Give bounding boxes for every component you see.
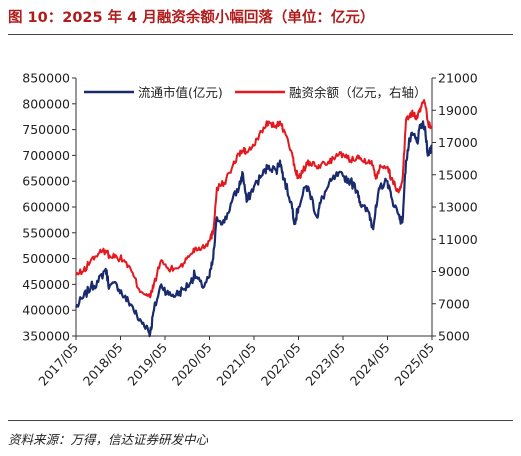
x-tick-label: 2024/05 <box>347 340 393 389</box>
y-left-tick-label: 450000 <box>22 277 70 292</box>
y-right-tick-label: 7000 <box>438 296 470 311</box>
x-tick-label: 2022/05 <box>258 340 304 389</box>
x-tick-label: 2018/05 <box>80 340 126 389</box>
y-left-tick-label: 400000 <box>22 303 70 318</box>
y-left-tick-label: 850000 <box>22 71 70 86</box>
x-tick-label: 2021/05 <box>213 340 259 389</box>
y-left-tick-label: 800000 <box>22 96 70 111</box>
y-left-tick-label: 650000 <box>22 174 70 189</box>
y-right-tick-label: 15000 <box>438 167 478 182</box>
y-right-tick-label: 21000 <box>438 71 478 86</box>
chart-lines <box>75 99 433 338</box>
source-note: 资料来源：万得，信达证券研发中心 <box>8 432 209 447</box>
y-right-tick-label: 11000 <box>438 232 478 247</box>
legend-label-market-cap: 流通市值(亿元) <box>138 85 223 100</box>
y-left-tick-label: 550000 <box>22 225 70 240</box>
x-tick-label: 2025/05 <box>391 340 437 389</box>
y-left-tick-label: 500000 <box>22 251 70 266</box>
y-left-tick-label: 600000 <box>22 200 70 215</box>
legend-label-margin-balance: 融资余额（亿元，右轴） <box>289 85 427 100</box>
x-tick-label: 2020/05 <box>169 340 215 389</box>
y-left-tick-label: 350000 <box>22 329 70 344</box>
chart-legend: 流通市值(亿元) 融资余额（亿元，右轴） <box>84 85 427 100</box>
y-left-tick-label: 750000 <box>22 122 70 137</box>
y-right-tick-label: 13000 <box>438 200 478 215</box>
x-tick-label: 2017/05 <box>35 340 81 389</box>
title-divider <box>8 34 513 35</box>
y-right-tick-label: 9000 <box>438 264 470 279</box>
chart-title: 图 10：2025 年 4 月融资余额小幅回落（单位：亿元） <box>8 10 375 26</box>
x-tick-label: 2019/05 <box>124 340 170 389</box>
source-divider <box>8 420 513 421</box>
y-right-tick-label: 19000 <box>438 103 478 118</box>
y-right-tick-label: 5000 <box>438 329 470 344</box>
y-right-tick-label: 17000 <box>438 135 478 150</box>
y-left-tick-label: 700000 <box>22 148 70 163</box>
series-line-market-cap <box>75 120 433 338</box>
series-line-margin-balance <box>75 99 433 299</box>
x-tick-label: 2023/05 <box>302 340 348 389</box>
